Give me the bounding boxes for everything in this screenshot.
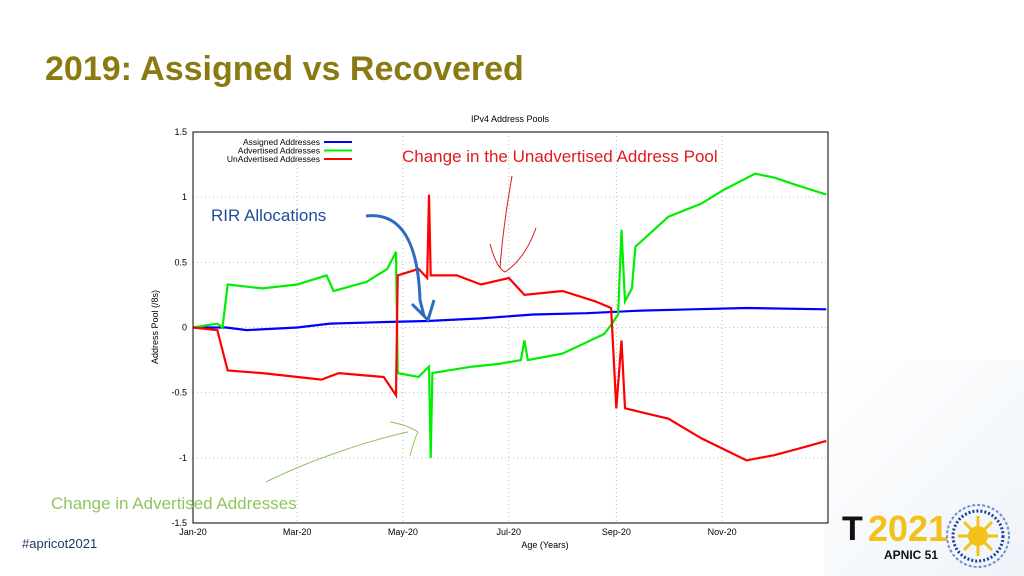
series-line-advertised-addresses xyxy=(192,172,827,458)
series-line-assigned-addresses xyxy=(193,306,827,332)
logo-year: 2021 xyxy=(868,508,949,549)
annotation-advertised-change: Change in Advertised Addresses xyxy=(51,494,297,513)
x-tick-label: May-20 xyxy=(388,527,418,537)
x-axis-label: Age (Years) xyxy=(521,540,568,550)
advertised-arrow xyxy=(265,421,419,483)
y-axis-label: Address Pool (/8s) xyxy=(150,290,160,364)
series-line-unadvertised-addresses xyxy=(192,194,827,462)
y-tick-label: 1 xyxy=(182,192,187,202)
y-tick-label: -1 xyxy=(179,453,187,463)
legend-label: UnAdvertised Addresses xyxy=(227,154,320,164)
x-tick-label: Sep-20 xyxy=(602,527,631,537)
y-tick-label: 0 xyxy=(182,323,187,333)
rir-arrowhead xyxy=(410,299,436,323)
y-tick-label: -1.5 xyxy=(171,518,187,528)
annotation-unadvertised-change: Change in the Unadvertised Address Pool xyxy=(402,147,718,166)
y-tick-label: 1.5 xyxy=(174,127,187,137)
hashtag: #apricot2021 xyxy=(22,536,98,551)
y-tick-label: 0.5 xyxy=(174,257,187,267)
plot-frame xyxy=(192,131,829,524)
apricot-logo: T 2021 APNIC 51 xyxy=(840,502,1020,572)
chart-title: IPv4 Address Pools xyxy=(471,114,550,124)
annotation-rir-allocations: RIR Allocations xyxy=(211,206,327,225)
rir-arrow xyxy=(365,214,426,317)
logo-org: APNIC 51 xyxy=(884,548,939,562)
slide-title: 2019: Assigned vs Recovered xyxy=(45,50,524,88)
x-tick-label: Mar-20 xyxy=(283,527,312,537)
background-decoration xyxy=(824,360,1024,576)
logo-t: T xyxy=(842,510,863,548)
x-tick-label: Jul-20 xyxy=(497,527,522,537)
legend-label: Assigned Addresses xyxy=(243,137,320,147)
x-tick-label: Jan-20 xyxy=(179,527,207,537)
y-tick-label: -0.5 xyxy=(171,388,187,398)
x-tick-label: Nov-20 xyxy=(708,527,737,537)
legend-label: Advertised Addresses xyxy=(238,146,320,156)
unadvertised-arrow xyxy=(489,175,537,273)
sun-emblem-icon xyxy=(946,504,1010,568)
